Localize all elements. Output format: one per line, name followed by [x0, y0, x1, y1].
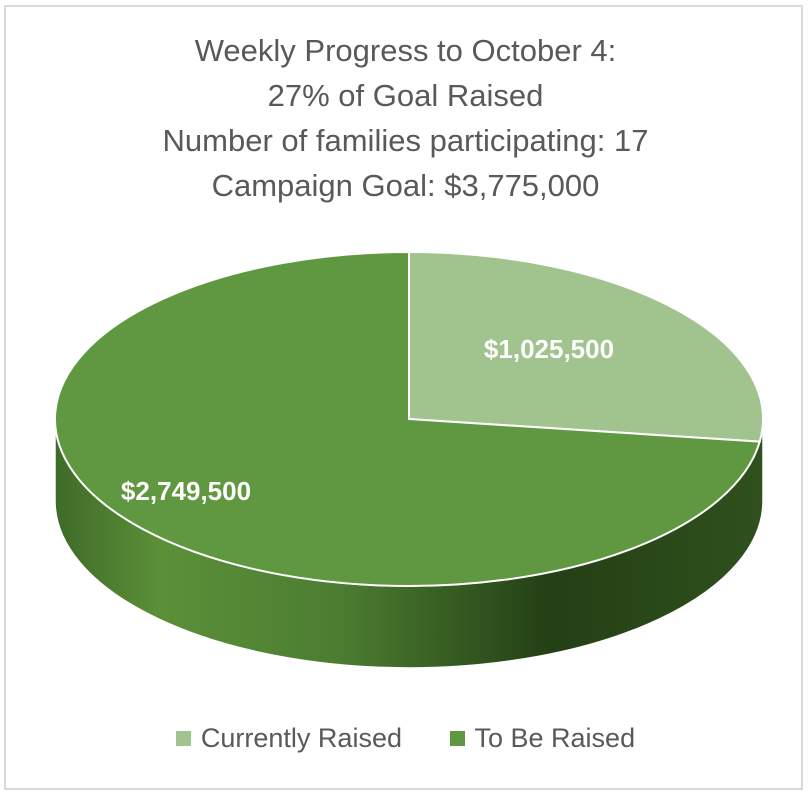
chart-title: Weekly Progress to October 4: 27% of Goa… — [0, 28, 811, 208]
slice-to-be-raised[interactable] — [54, 250, 762, 587]
title-line-3: Number of families participating: 17 — [162, 123, 649, 158]
data-label-to-be-raised: $2,749,500 — [121, 476, 251, 506]
legend-swatch-currently-raised — [175, 731, 191, 746]
title-line-1: Weekly Progress to October 4: — [194, 33, 617, 68]
title-line-2: 27% of Goal Raised — [267, 78, 544, 113]
legend-label-to-be-raised: To Be Raised — [474, 723, 636, 753]
slice-currently-raised[interactable] — [408, 250, 764, 443]
legend-swatch-to-be-raised — [449, 731, 465, 746]
legend-item-to-be-raised: To Be Raised — [449, 723, 636, 754]
legend: Currently Raised To Be Raised — [0, 722, 811, 754]
legend-item-currently-raised: Currently Raised — [175, 723, 402, 754]
title-line-4: Campaign Goal: $3,775,000 — [211, 168, 600, 203]
data-label-currently-raised: $1,025,500 — [484, 334, 614, 364]
legend-label-currently-raised: Currently Raised — [200, 723, 402, 753]
